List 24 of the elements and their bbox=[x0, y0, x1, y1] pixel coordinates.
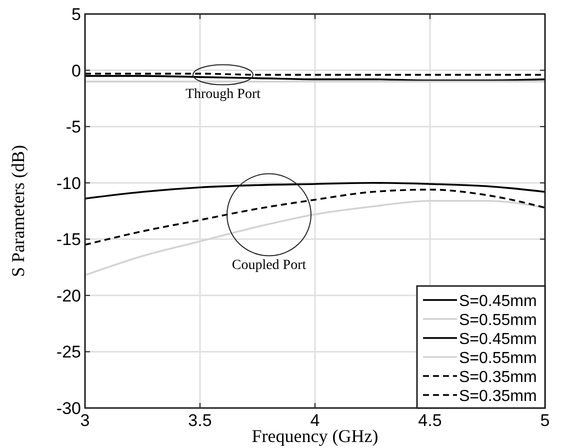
legend-label: S=0.35mm bbox=[459, 388, 537, 405]
y-tick-label: 0 bbox=[72, 61, 81, 80]
x-tick-label: 4.5 bbox=[418, 411, 442, 430]
legend-label: S=0.35mm bbox=[459, 369, 537, 386]
x-tick-label: 5 bbox=[540, 411, 550, 430]
legend-label: S=0.55mm bbox=[459, 350, 537, 367]
y-axis-title: S Parameters (dB) bbox=[8, 145, 28, 277]
annotation: Through Port bbox=[185, 86, 261, 102]
y-tick-label: -25 bbox=[56, 342, 81, 362]
y-tick-label: -15 bbox=[56, 230, 81, 250]
line-series bbox=[84, 188, 546, 246]
line-series bbox=[84, 182, 546, 200]
annotation: Coupled Port bbox=[232, 258, 306, 273]
y-tick-label: -20 bbox=[56, 286, 81, 306]
x-tick-label: 3.5 bbox=[188, 411, 212, 430]
y-tick-label: -10 bbox=[56, 174, 81, 193]
legend-label: S=0.45mm bbox=[459, 293, 537, 310]
legend-label: S=0.55mm bbox=[459, 312, 537, 329]
y-tick-label: -30 bbox=[56, 399, 81, 418]
y-tick-label: -5 bbox=[66, 118, 81, 137]
x-tick-label: 3 bbox=[80, 411, 90, 430]
legend-label: S=0.45mm bbox=[459, 331, 537, 348]
line-series bbox=[84, 200, 546, 276]
y-tick-label: 5 bbox=[72, 5, 81, 24]
